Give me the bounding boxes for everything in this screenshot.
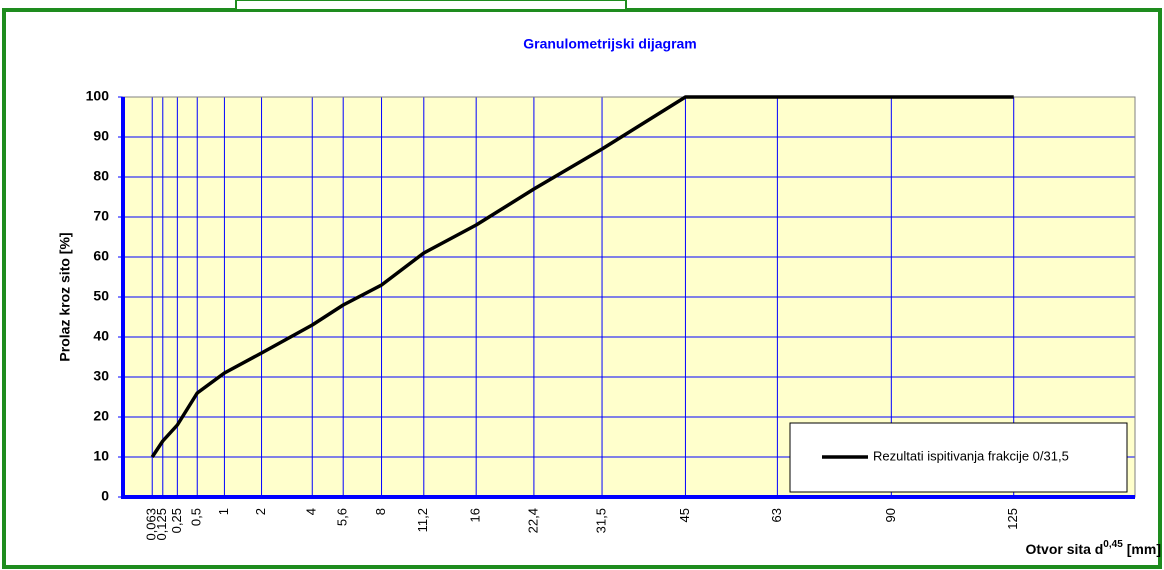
y-tick-label: 50 (93, 288, 109, 304)
marks (150, 95, 1014, 458)
x-axis-label: Otvor sita d0,45 [mm] (1026, 539, 1162, 557)
grid (118, 96, 1136, 499)
y-tick-label: 70 (93, 208, 109, 224)
y-tick-label: 60 (93, 248, 109, 264)
x-tick-label: 0,063 (144, 508, 159, 541)
x-tick-label: 22,4 (525, 508, 540, 533)
x-tick-label: 11,2 (415, 508, 430, 532)
x-tick-label: 4 (304, 508, 319, 515)
tab (235, 0, 627, 11)
series-line (150, 95, 1014, 458)
x-tick-label: 5,6 (335, 508, 350, 526)
x-tick-label: 63 (769, 508, 784, 522)
x-tick-label: 0,125 (154, 508, 169, 541)
x-tick-label: 0,5 (189, 508, 204, 526)
y-tick-label: 20 (93, 408, 109, 424)
y-axis-label: Prolaz kroz sito [%] (57, 232, 73, 361)
legend-label: Rezultati ispitivanja frakcije 0/31,5 (873, 448, 1069, 463)
chart-title: Granulometrijski dijagram (523, 36, 697, 52)
y-tick-label: 90 (93, 128, 109, 144)
y-tick-label: 80 (93, 168, 109, 184)
y-tick-label: 30 (93, 368, 109, 384)
x-tick-label: 45 (677, 508, 692, 522)
x-axis-label-unit: [mm] (1127, 541, 1161, 557)
x-tick-label: 90 (883, 508, 898, 522)
y-tick-label: 100 (86, 88, 110, 104)
x-tick-label: 0,25 (169, 508, 184, 533)
x-tick-label: 1 (216, 508, 231, 515)
x-tick-label: 8 (373, 508, 388, 515)
x-tick-label: 2 (253, 508, 268, 515)
x-tick-label: 16 (468, 508, 483, 522)
y-tick-label: 0 (101, 488, 109, 504)
y-tick-label: 40 (93, 328, 109, 344)
x-tick-label: 125 (1005, 508, 1020, 530)
x-axis-label-main: Otvor sita d (1026, 541, 1104, 557)
x-tick-label: 31,5 (593, 508, 608, 533)
y-tick-label: 10 (93, 448, 109, 464)
x-axis-label-sup: 0,45 (1103, 539, 1123, 550)
